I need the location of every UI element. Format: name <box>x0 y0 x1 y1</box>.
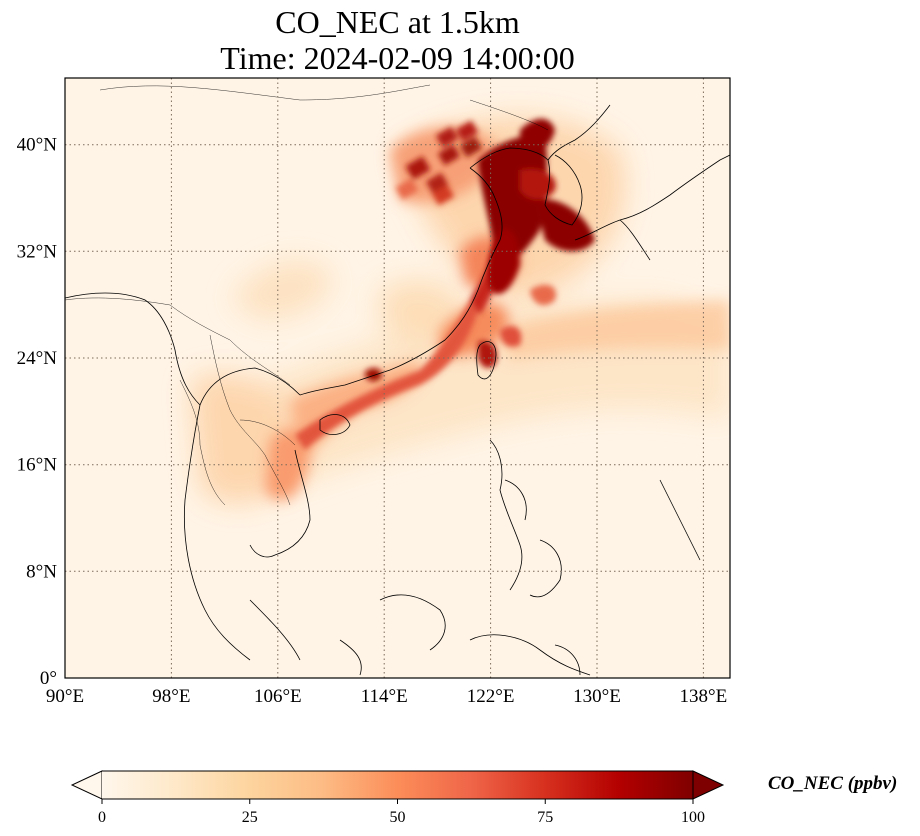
colorbar-tick-label: 0 <box>98 809 106 826</box>
co-concentration-field <box>65 78 730 678</box>
country-borders <box>65 84 549 506</box>
lon-tick-label: 138°E <box>680 686 728 707</box>
gridlines <box>65 78 730 678</box>
lat-tick-label: 24°N <box>17 348 58 369</box>
lat-tick-label: 0° <box>40 668 57 689</box>
lat-tick-label: 16°N <box>17 455 58 476</box>
colorbar-extend-max <box>692 770 725 800</box>
colorbar-tick-label: 75 <box>537 809 553 826</box>
lon-tick-label: 98°E <box>152 686 190 707</box>
lat-tick-label: 8°N <box>26 561 57 582</box>
lon-tick-label: 106°E <box>254 686 302 707</box>
lat-tick-label: 40°N <box>17 135 58 156</box>
coastlines <box>65 104 730 676</box>
colorbar: 0 25 50 75 100 CO_NEC (ppbv) <box>70 770 897 826</box>
map-title-line-1: CO_NEC at 1.5km <box>275 4 520 40</box>
colorbar-tick-label: 100 <box>681 809 705 826</box>
colorbar-tick-label: 50 <box>390 809 406 826</box>
co-plume-patches <box>395 120 483 206</box>
colorbar-gradient <box>102 771 693 799</box>
lon-tick-label: 90°E <box>46 686 84 707</box>
lon-tick-label: 114°E <box>361 686 408 707</box>
lat-tick-label: 32°N <box>17 241 58 262</box>
lon-tick-label: 130°E <box>573 686 621 707</box>
lat-tick-labels: 0° 8°N 16°N 24°N 32°N 40°N <box>17 135 58 689</box>
lon-tick-labels: 90°E 98°E 106°E 114°E 122°E 130°E 138°E <box>46 686 727 707</box>
map-title-line-2: Time: 2024-02-09 14:00:00 <box>220 40 575 76</box>
colorbar-tick-label: 25 <box>242 809 258 826</box>
lon-tick-label: 122°E <box>467 686 515 707</box>
colorbar-label: CO_NEC (ppbv) <box>768 773 897 794</box>
colorbar-extend-min <box>70 770 103 800</box>
map-frame <box>64 77 731 679</box>
